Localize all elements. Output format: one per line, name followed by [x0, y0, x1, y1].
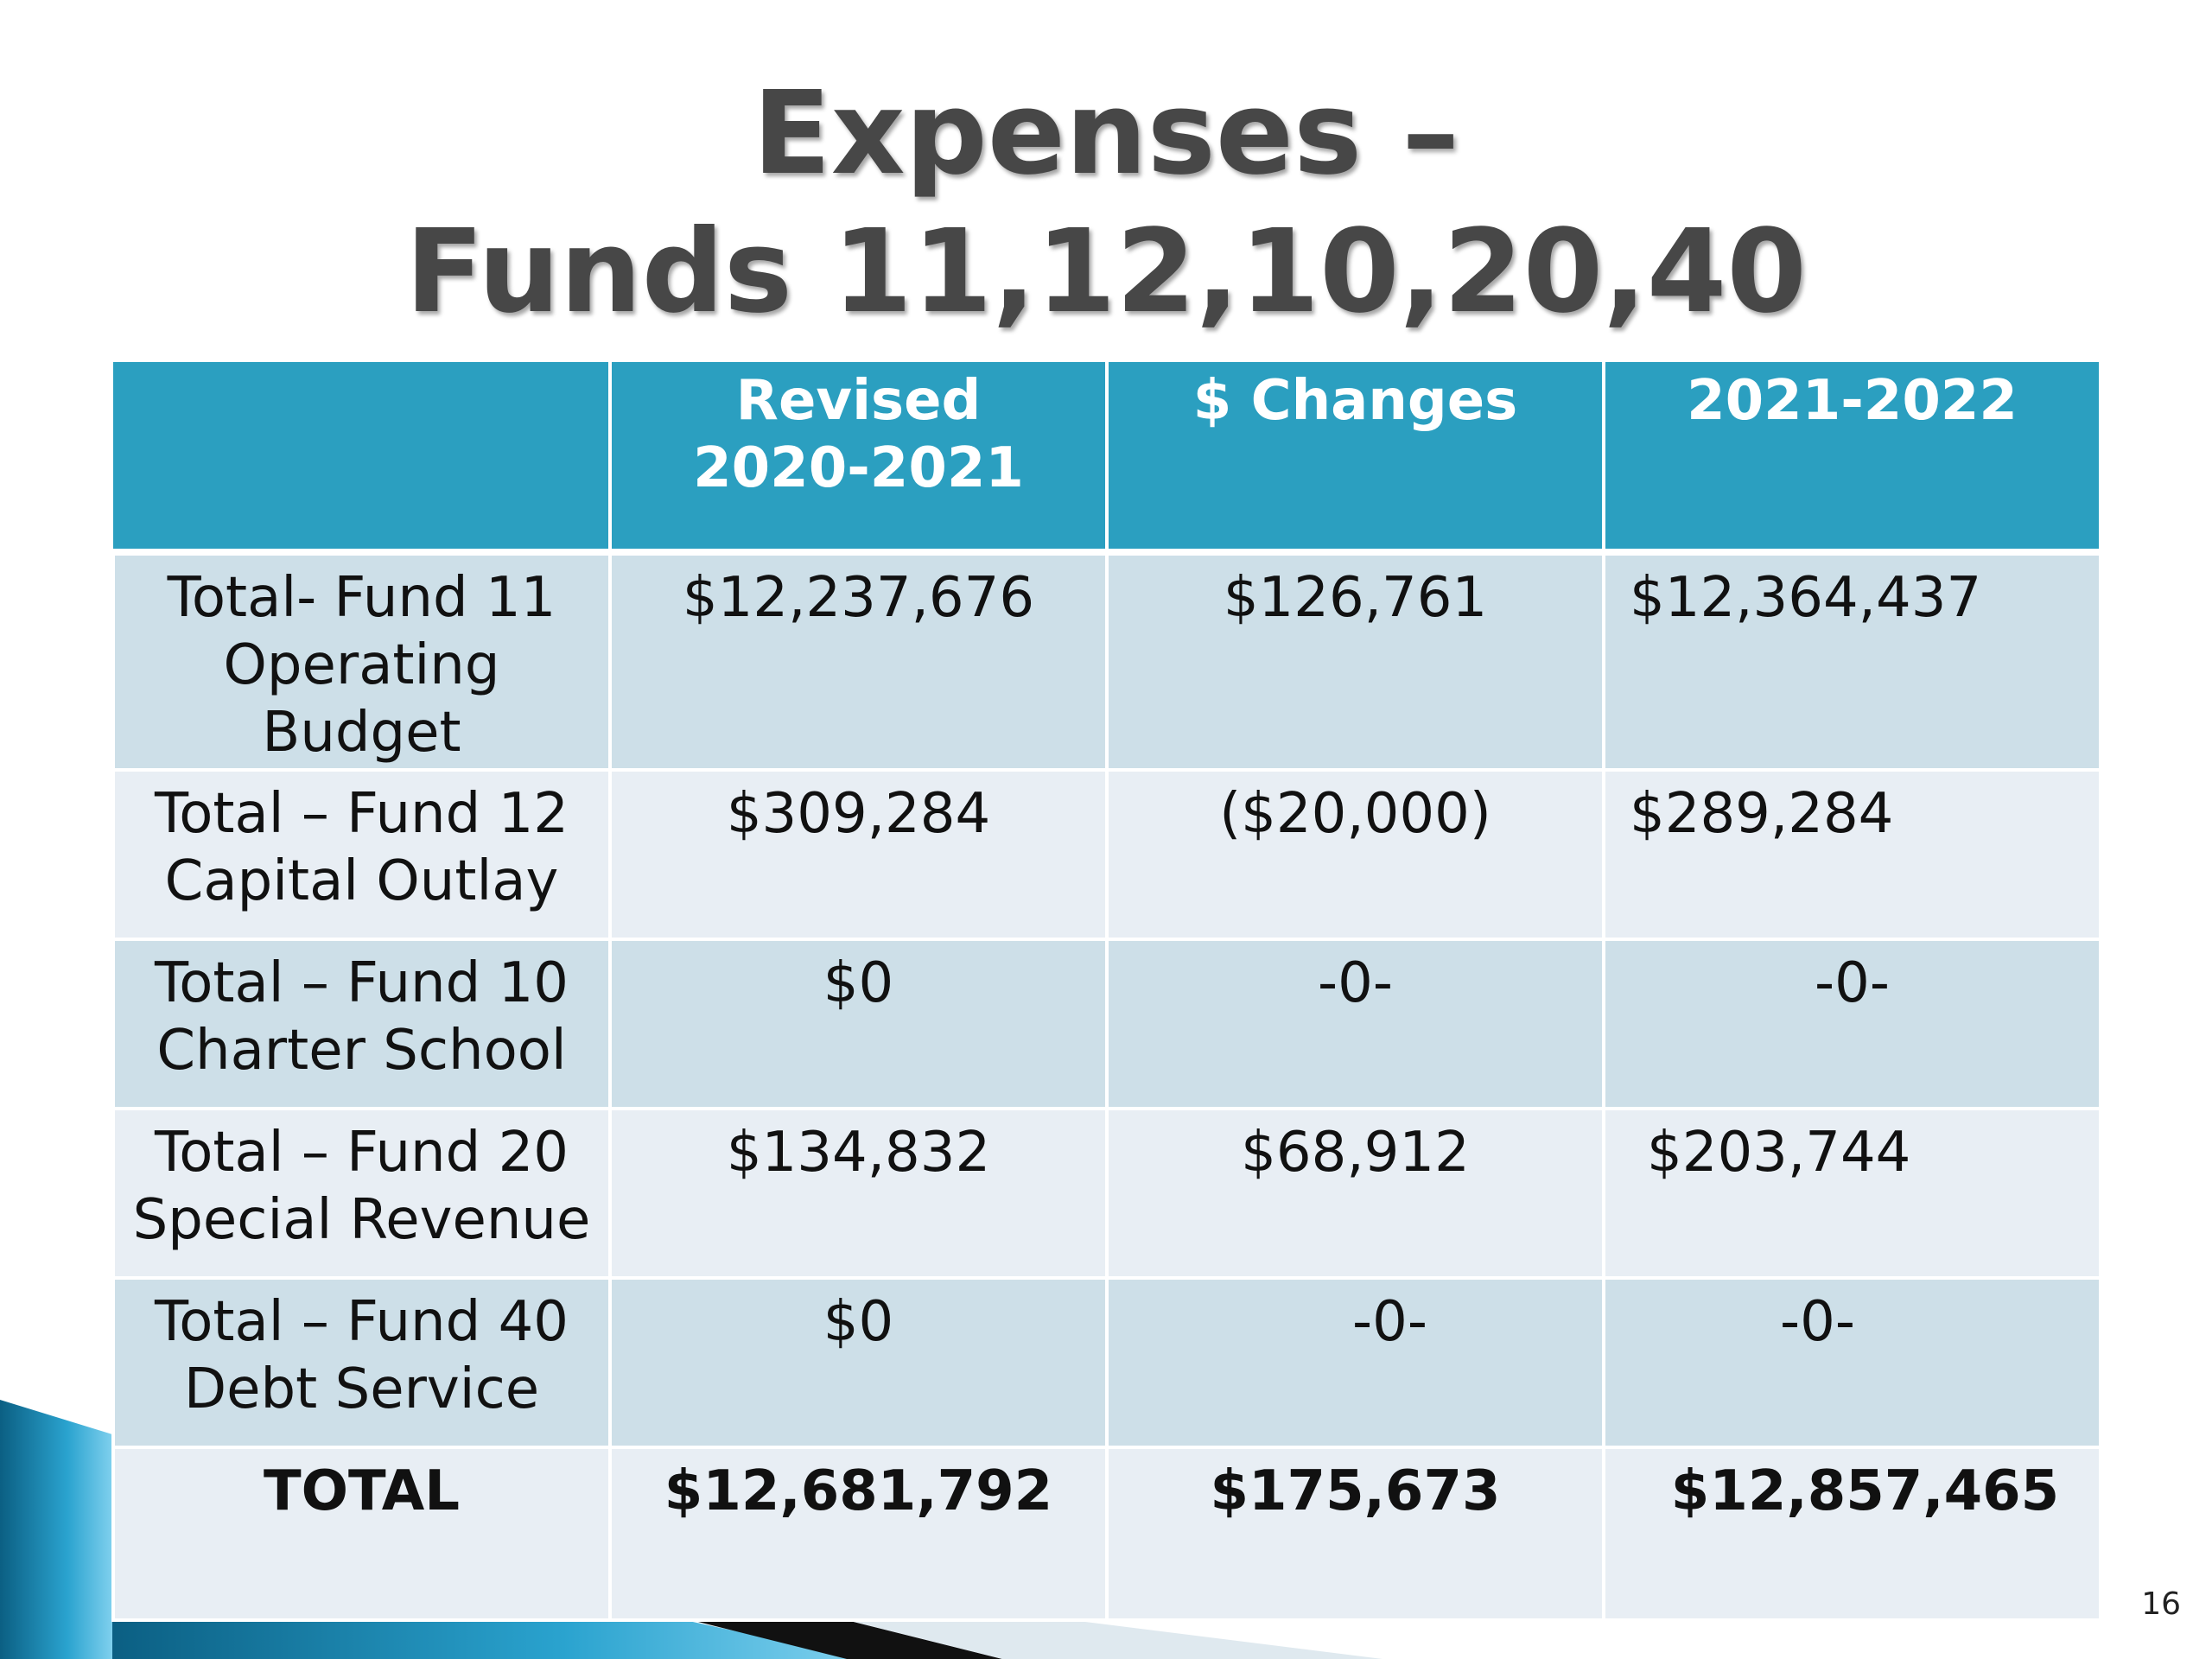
row-label: Total – Fund 20 Special Revenue [111, 1107, 612, 1280]
row-label-line: Total- Fund 11 [167, 566, 556, 630]
row-label-line: Charter School [156, 1019, 567, 1083]
row-label: Total – Fund 40 Debt Service [111, 1276, 612, 1449]
header-changes: $ Changes [1105, 359, 1605, 556]
total-label: TOTAL [111, 1446, 612, 1622]
next-year-value: $12,364,437 [1602, 550, 2102, 772]
next-year-value: $289,284 [1602, 768, 2102, 941]
row-label: Total – Fund 12 Capital Outlay [111, 768, 612, 941]
row-label-line: Operating [223, 633, 500, 697]
row-label-line: Budget [262, 701, 461, 765]
expenses-table: Revised 2020-2021 $ Changes 2021-2022 To… [111, 359, 2102, 1622]
table-row: Total – Fund 10 Charter School $0 -0- -0… [111, 938, 2102, 1110]
row-label-line: Debt Service [183, 1357, 540, 1421]
total-revised-value: $12,681,792 [608, 1446, 1109, 1622]
total-row: TOTAL $12,681,792 $175,673 $12,857,465 [111, 1446, 2102, 1622]
page-number: 16 [2141, 1586, 2181, 1622]
row-label: Total- Fund 11 Operating Budget [111, 550, 612, 772]
row-label-line: Total – Fund 10 [155, 951, 569, 1015]
changes-value: -0- [1105, 1276, 1605, 1449]
row-label-line: Total – Fund 20 [155, 1121, 569, 1185]
total-changes-value: $175,673 [1105, 1446, 1605, 1622]
total-next-year-value: $12,857,465 [1602, 1446, 2102, 1622]
changes-value: $126,761 [1105, 550, 1605, 772]
table-row: Total – Fund 20 Special Revenue $134,832… [111, 1107, 2102, 1280]
revised-value: $12,237,676 [608, 550, 1109, 772]
header-revised: Revised 2020-2021 [608, 359, 1109, 556]
row-label: Total – Fund 10 Charter School [111, 938, 612, 1110]
table-header-row: Revised 2020-2021 $ Changes 2021-2022 [113, 359, 2102, 556]
next-year-value: $203,744 [1602, 1107, 2102, 1280]
row-label-line: Capital Outlay [164, 849, 559, 913]
row-label-line: Total – Fund 40 [155, 1290, 569, 1354]
revised-value: $0 [608, 938, 1109, 1110]
row-label-line: Special Revenue [132, 1188, 591, 1252]
header-revised-line-2: 2020-2021 [693, 436, 1024, 500]
row-label-line: Total – Fund 12 [155, 782, 569, 846]
table-row: Total- Fund 11 Operating Budget $12,237,… [111, 550, 2102, 772]
next-year-value: -0- [1602, 938, 2102, 1110]
title-line-2: Funds 11,12,10,20,40 [405, 206, 1807, 339]
header-revised-line-1: Revised [735, 369, 982, 433]
title-line-1: Expenses – [752, 67, 1460, 200]
header-2021-2022: 2021-2022 [1602, 359, 2102, 556]
revised-value: $0 [608, 1276, 1109, 1449]
table-row: Total – Fund 12 Capital Outlay $309,284 … [111, 768, 2102, 941]
slide-title: Expenses – Funds 11,12,10,20,40 [0, 65, 2212, 341]
changes-value: ($20,000) [1105, 768, 1605, 941]
revised-value: $134,832 [608, 1107, 1109, 1280]
header-cell-empty [113, 359, 612, 556]
changes-value: $68,912 [1105, 1107, 1605, 1280]
row-label-line: TOTAL [263, 1459, 461, 1523]
table-row: Total – Fund 40 Debt Service $0 -0- -0- [111, 1276, 2102, 1449]
revised-value: $309,284 [608, 768, 1109, 941]
changes-value: -0- [1105, 938, 1605, 1110]
next-year-value: -0- [1602, 1276, 2102, 1449]
